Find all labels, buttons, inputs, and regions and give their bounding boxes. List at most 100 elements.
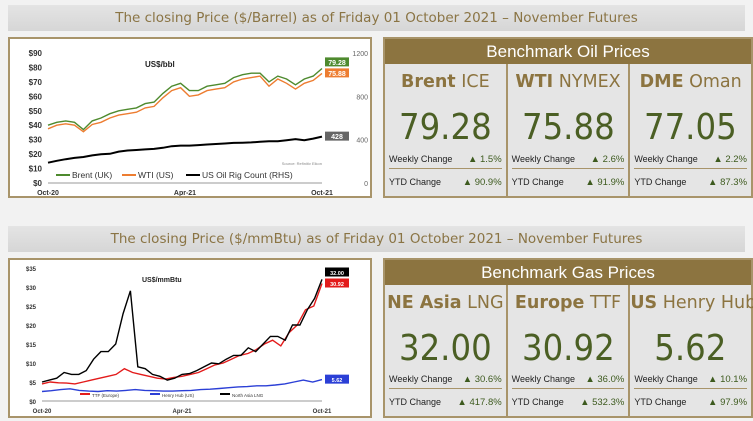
benchmark-name-bold: DME <box>639 72 684 92</box>
y-tick-label: $50 <box>29 107 43 116</box>
benchmark-card: WTI NYMEX 75.88 Weekly Change ▲ 2.6% YTD … <box>508 64 631 196</box>
weekly-change-row: Weekly Change ▲ 2.2% <box>634 154 748 169</box>
y-tick-label: $35 <box>26 267 37 273</box>
y-tick-label: $30 <box>29 136 43 145</box>
series-line-1 <box>47 72 323 133</box>
series-end-label: 32.00 <box>330 271 344 277</box>
benchmark-price: 79.28 <box>398 107 492 148</box>
weekly-change-value: ▲ 30.6% <box>462 374 502 385</box>
y2-tick-label: 800 <box>356 94 368 101</box>
series-line-0 <box>41 283 323 385</box>
weekly-change-row: Weekly Change ▲ 36.0% <box>511 374 625 389</box>
benchmark-name-rest: Henry Hub <box>657 293 753 313</box>
legend-label: US Oil Rig Count (RHS) <box>202 170 293 180</box>
gas-section-title: The closing Price ($/mmBtu) as of Friday… <box>8 226 745 252</box>
weekly-change-label: Weekly Change <box>634 154 698 164</box>
benchmark-name: Europe TTF <box>508 293 629 313</box>
series-end-label-bg <box>325 267 349 277</box>
benchmark-oil-panel: Benchmark Oil Prices Brent ICE 79.28 Wee… <box>383 37 753 198</box>
y-tick-label: $25 <box>26 305 37 311</box>
legend-label: North Asia LNG <box>232 393 264 398</box>
x-tick-label: Oct-21 <box>311 190 333 196</box>
benchmark-name-rest: LNG <box>461 293 504 313</box>
ytd-change-value: ▲ 87.3% <box>708 177 748 188</box>
ytd-change-value: ▲ 532.3% <box>580 397 625 408</box>
weekly-change-row: Weekly Change ▲ 30.6% <box>389 374 502 389</box>
y-tick-label: $70 <box>29 78 43 87</box>
ytd-change-row: YTD Change ▲ 97.9% <box>634 397 747 408</box>
ytd-change-label: YTD Change <box>389 177 442 187</box>
ytd-change-label: YTD Change <box>389 397 442 407</box>
series-end-label-bg <box>325 68 349 78</box>
benchmark-name-bold: NE Asia <box>387 293 462 313</box>
benchmark-card: NE Asia LNG 32.00 Weekly Change ▲ 30.6% Y… <box>385 285 508 416</box>
weekly-change-value: ▲ 36.0% <box>585 374 625 385</box>
y-tick-label: $20 <box>26 324 37 330</box>
ytd-change-row: YTD Change ▲ 91.9% <box>512 177 625 188</box>
y-tick-label: $30 <box>26 286 37 292</box>
benchmark-name-bold: Europe <box>514 293 585 313</box>
series-end-label-bg <box>325 278 349 288</box>
ytd-change-row: YTD Change ▲ 87.3% <box>634 177 747 188</box>
ytd-change-value: ▲ 90.9% <box>462 177 502 188</box>
weekly-change-value: ▲ 1.5% <box>467 154 502 165</box>
weekly-change-row: Weekly Change ▲ 2.6% <box>511 154 625 169</box>
x-tick-label: Oct-20 <box>37 190 59 196</box>
benchmark-name-bold: US <box>630 293 658 313</box>
y-tick-label: $0 <box>29 400 36 406</box>
series-end-label: 428 <box>331 134 343 141</box>
benchmark-card: US Henry Hub 5.62 Weekly Change ▲ 10.1% Y… <box>630 285 753 416</box>
y-tick-label: $20 <box>29 150 43 159</box>
y-tick-label: $80 <box>29 63 43 72</box>
benchmark-card: Brent ICE 79.28 Weekly Change ▲ 1.5% YTD … <box>385 64 508 196</box>
ytd-change-row: YTD Change ▲ 417.8% <box>389 397 502 408</box>
y2-tick-label: 400 <box>356 138 368 145</box>
x-tick-label: Apr-21 <box>172 409 192 415</box>
y-tick-label: $60 <box>29 92 43 101</box>
ytd-change-row: YTD Change ▲ 90.9% <box>389 177 502 188</box>
benchmark-price: 32.00 <box>398 328 492 369</box>
series-end-label: 75.88 <box>328 71 346 78</box>
weekly-change-value: ▲ 10.1% <box>708 374 748 385</box>
benchmark-price: 30.92 <box>521 328 615 369</box>
benchmark-name-bold: Brent <box>400 72 456 92</box>
series-line-1 <box>41 378 323 393</box>
weekly-change-row: Weekly Change ▲ 10.1% <box>634 374 748 389</box>
oil-price-chart: $0 $10 $20 $30 $40 $50 $60 $70 $80 $90 0 400 800 1200… <box>8 37 372 198</box>
benchmark-price: 5.62 <box>654 328 727 369</box>
series-end-label-bg <box>325 131 349 141</box>
weekly-change-label: Weekly Change <box>511 374 576 384</box>
source-note: Source: Refinitiv Eikon <box>282 161 322 166</box>
legend-label: TTF (Europe) <box>92 393 120 398</box>
ytd-change-label: YTD Change <box>634 177 687 187</box>
y-tick-label: $5 <box>29 381 36 387</box>
panel-title: Benchmark Oil Prices <box>385 39 751 64</box>
benchmark-name-bold: WTI <box>515 72 554 92</box>
legend-label: Henry Hub (US) <box>162 393 195 398</box>
series-end-label-bg <box>325 374 349 384</box>
ytd-change-value: ▲ 97.9% <box>708 397 748 408</box>
weekly-change-value: ▲ 2.6% <box>590 154 625 165</box>
ytd-change-row: YTD Change ▲ 532.3% <box>512 397 625 408</box>
ytd-change-label: YTD Change <box>634 397 687 407</box>
benchmark-card: DME Oman 77.05 Weekly Change ▲ 2.2% YTD C… <box>630 64 751 196</box>
y2-tick-label: 0 <box>364 181 368 188</box>
y-tick-label: $10 <box>29 165 43 174</box>
y-tick-label: $10 <box>26 362 37 368</box>
legend-label: WTI (US) <box>138 170 174 180</box>
benchmark-name: Brent ICE <box>385 72 506 92</box>
series-end-label: 79.28 <box>328 60 346 67</box>
weekly-change-label: Weekly Change <box>511 154 576 164</box>
series-line-2 <box>41 279 323 383</box>
series-end-label: 30.92 <box>330 282 344 288</box>
y-tick-label: $15 <box>26 343 37 349</box>
x-tick-label: Oct-21 <box>313 409 332 415</box>
y2-tick-label: 1200 <box>352 51 368 58</box>
series-line-0 <box>47 67 323 131</box>
benchmark-name-rest: Oman <box>683 72 742 92</box>
series-end-label: 5.62 <box>332 378 343 384</box>
benchmark-gas-panel: Benchmark Gas Prices NE Asia LNG 32.00 W… <box>383 258 753 418</box>
ytd-change-label: YTD Change <box>511 177 564 187</box>
benchmark-price: 77.05 <box>644 107 738 148</box>
weekly-change-row: Weekly Change ▲ 1.5% <box>389 154 502 169</box>
